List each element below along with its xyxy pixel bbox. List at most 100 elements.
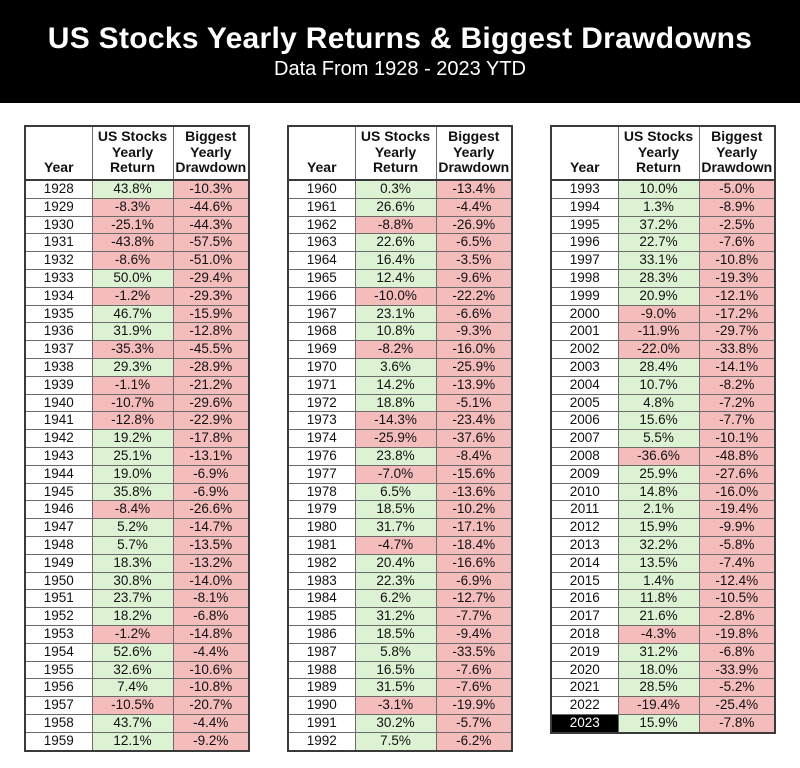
drawdown-cell: -6.5%	[435, 233, 513, 253]
table-row: 1992 7.5% -6.2%	[287, 731, 513, 752]
drawdown-cell: -29.7%	[698, 322, 776, 342]
year-cell: 1997	[550, 251, 619, 270]
table-row: 1958 43.7% -4.4%	[24, 713, 250, 733]
return-cell: -10.7%	[91, 393, 174, 413]
table-row: 1984 6.2% -12.7%	[287, 589, 513, 609]
drawdown-cell: -12.4%	[698, 571, 776, 591]
year-cell: 1986	[287, 624, 356, 644]
drawdown-cell: -7.8%	[698, 713, 776, 734]
drawdown-cell: -10.5%	[698, 589, 776, 609]
table-row: 2005 4.8% -7.2%	[550, 393, 776, 413]
table-row: 1956 7.4% -10.8%	[24, 678, 250, 698]
drawdown-cell: -12.7%	[435, 589, 513, 609]
year-cell: 1950	[24, 571, 93, 591]
year-cell: 2017	[550, 607, 619, 626]
year-cell: 2005	[550, 393, 619, 413]
column-header-drawdown: Biggest Yearly Drawdown	[435, 125, 513, 182]
table-row: 1936 31.9% -12.8%	[24, 322, 250, 342]
return-cell: -10.0%	[354, 286, 437, 306]
table-row: 1935 46.7% -15.9%	[24, 304, 250, 324]
drawdown-cell: -7.2%	[698, 393, 776, 413]
drawdown-cell: -25.4%	[698, 696, 776, 715]
header-row: Year US Stocks Yearly Return Biggest Yea…	[287, 125, 513, 182]
drawdown-cell: -10.8%	[698, 251, 776, 270]
table-row: 2003 28.4% -14.1%	[550, 357, 776, 377]
returns-table-1928-1959: Year US Stocks Yearly Return Biggest Yea…	[24, 125, 250, 752]
return-cell: -11.9%	[617, 322, 700, 342]
table-row: 2012 15.9% -9.9%	[550, 518, 776, 537]
table-row: 1981 -4.7% -18.4%	[287, 535, 513, 555]
table-row: 2002 -22.0% -33.8%	[550, 340, 776, 359]
year-cell: 1982	[287, 553, 356, 573]
header-row: Year US Stocks Yearly Return Biggest Yea…	[24, 125, 250, 182]
return-cell: -35.3%	[91, 340, 174, 359]
drawdown-cell: -14.7%	[172, 518, 250, 537]
year-cell: 2021	[550, 678, 619, 698]
return-cell: -25.9%	[354, 429, 437, 448]
drawdown-cell: -13.6%	[435, 482, 513, 502]
table-row: 1995 37.2% -2.5%	[550, 215, 776, 235]
return-cell: -19.4%	[617, 696, 700, 715]
year-cell: 1993	[550, 179, 619, 199]
drawdown-cell: -8.9%	[698, 197, 776, 217]
year-cell: 1946	[24, 500, 93, 520]
year-cell: 1958	[24, 713, 93, 733]
drawdown-cell: -16.0%	[435, 340, 513, 359]
table-row: 1960 0.3% -13.4%	[287, 179, 513, 199]
table-row: 1946 -8.4% -26.6%	[24, 500, 250, 520]
table-row: 2001 -11.9% -29.7%	[550, 322, 776, 342]
drawdown-cell: -33.5%	[435, 642, 513, 662]
year-cell: 2011	[550, 500, 619, 520]
table-row: 1969 -8.2% -16.0%	[287, 340, 513, 359]
return-cell: 5.2%	[91, 518, 174, 537]
table-row: 2018 -4.3% -19.8%	[550, 624, 776, 644]
year-cell: 1991	[287, 713, 356, 733]
year-cell: 1934	[24, 286, 93, 306]
year-cell: 1972	[287, 393, 356, 413]
drawdown-cell: -5.7%	[435, 713, 513, 733]
return-cell: 35.8%	[91, 482, 174, 502]
return-cell: -10.5%	[91, 696, 174, 715]
return-cell: 13.5%	[617, 553, 700, 573]
drawdown-cell: -10.8%	[172, 678, 250, 698]
table-row: 1928 43.8% -10.3%	[24, 179, 250, 199]
year-cell: 1960	[287, 179, 356, 199]
return-cell: 28.5%	[617, 678, 700, 698]
table-row: 1955 32.6% -10.6%	[24, 660, 250, 680]
drawdown-cell: -19.9%	[435, 696, 513, 715]
return-cell: -22.0%	[617, 340, 700, 359]
year-cell: 1935	[24, 304, 93, 324]
drawdown-cell: -4.4%	[435, 197, 513, 217]
table-row: 1954 52.6% -4.4%	[24, 642, 250, 662]
column-header-return: US Stocks Yearly Return	[91, 125, 174, 182]
drawdown-cell: -8.1%	[172, 589, 250, 609]
table-row: 1968 10.8% -9.3%	[287, 322, 513, 342]
table-row: 1974 -25.9% -37.6%	[287, 429, 513, 448]
year-cell: 1957	[24, 696, 93, 715]
year-cell: 1984	[287, 589, 356, 609]
drawdown-cell: -7.6%	[435, 678, 513, 698]
year-cell: 1998	[550, 269, 619, 288]
year-cell: 1988	[287, 660, 356, 680]
year-cell: 1966	[287, 286, 356, 306]
year-cell: 2012	[550, 518, 619, 537]
return-cell: 12.1%	[91, 731, 174, 752]
return-cell: 25.9%	[617, 464, 700, 484]
column-header-return: US Stocks Yearly Return	[617, 125, 700, 182]
return-cell: 4.8%	[617, 393, 700, 413]
return-cell: 52.6%	[91, 642, 174, 662]
return-cell: 23.1%	[354, 304, 437, 324]
table-row: 2008 -36.6% -48.8%	[550, 446, 776, 466]
drawdown-cell: -20.7%	[172, 696, 250, 715]
drawdown-cell: -8.2%	[698, 375, 776, 395]
year-cell: 1949	[24, 553, 93, 573]
year-cell: 2006	[550, 411, 619, 431]
page-title: US Stocks Yearly Returns & Biggest Drawd…	[47, 21, 753, 55]
return-cell: 16.5%	[354, 660, 437, 680]
return-cell: 6.2%	[354, 589, 437, 609]
drawdown-cell: -18.4%	[435, 535, 513, 555]
return-cell: 31.7%	[354, 518, 437, 537]
table-row: 1962 -8.8% -26.9%	[287, 215, 513, 235]
return-cell: 0.3%	[354, 179, 437, 199]
drawdown-cell: -6.6%	[435, 304, 513, 324]
